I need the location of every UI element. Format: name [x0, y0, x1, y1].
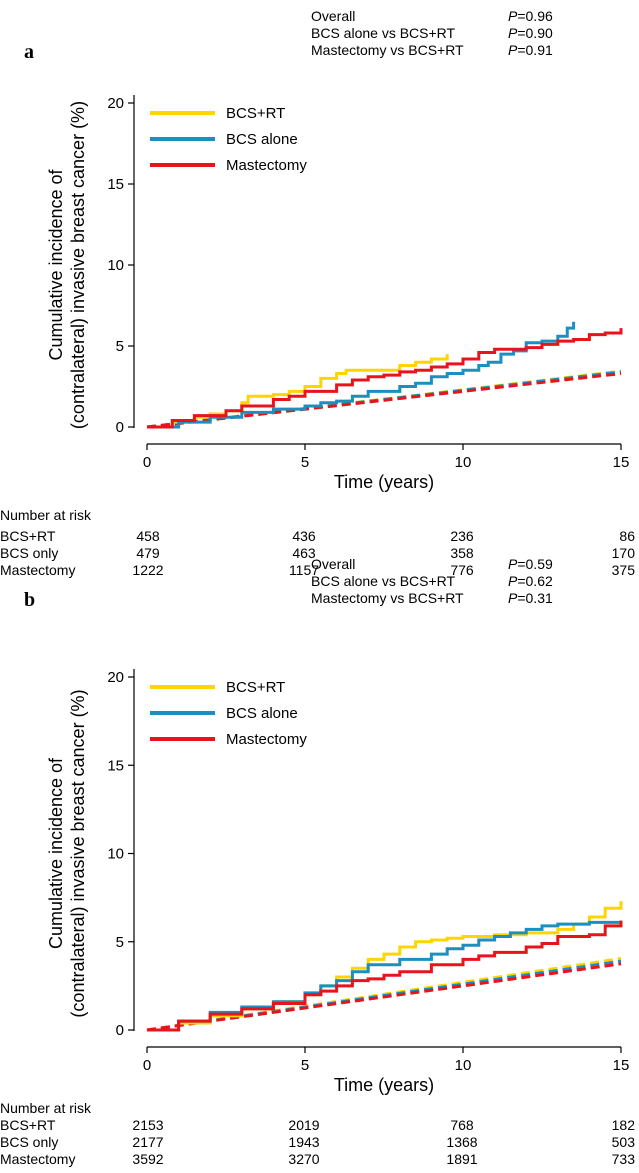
risk-value: 2153: [132, 1117, 163, 1133]
y-tick-label: 15: [107, 176, 124, 193]
x-axis-title: Time (years): [334, 1075, 434, 1095]
p-value-label: Overall: [311, 556, 355, 572]
risk-value: 458: [136, 528, 160, 544]
y-tick-label: 10: [107, 846, 124, 863]
p-number: =0.31: [517, 590, 553, 606]
x-tick-label: 0: [143, 454, 151, 471]
p-symbol: P: [508, 8, 518, 24]
risk-value: 236: [450, 528, 474, 544]
legend-label: Mastectomy: [226, 157, 307, 174]
p-number: =0.91: [517, 42, 553, 58]
risk-value: 1891: [446, 1151, 477, 1167]
risk-value: 1157: [289, 562, 319, 578]
y-tick-label: 20: [107, 95, 124, 112]
risk-value: 2177: [132, 1134, 163, 1150]
p-value: P=0.31: [508, 590, 553, 606]
y-axis-title: Cumulative incidence of: [46, 168, 66, 360]
p-number: =0.96: [517, 8, 553, 24]
risk-table-title: Number at risk: [0, 1100, 92, 1116]
risk-value: 3270: [288, 1151, 319, 1167]
y-tick-label: 0: [116, 419, 124, 436]
risk-value: 1222: [132, 562, 163, 578]
p-symbol: P: [508, 573, 518, 589]
risk-value: 375: [612, 562, 636, 578]
expected-line: [146, 372, 622, 429]
legend-label: BCS+RT: [226, 679, 285, 696]
x-tick-label: 0: [143, 1057, 151, 1074]
risk-value: 479: [136, 545, 160, 561]
p-value-label: Overall: [311, 8, 355, 24]
p-number: =0.59: [517, 556, 553, 572]
p-symbol: P: [508, 590, 518, 606]
p-value: P=0.96: [508, 8, 553, 24]
p-value-label: Mastectomy vs BCS+RT: [311, 590, 464, 606]
p-value-label: BCS alone vs BCS+RT: [311, 573, 456, 589]
p-value: P=0.91: [508, 42, 553, 58]
risk-value: 170: [612, 545, 636, 561]
series-line: [147, 321, 576, 429]
p-number: =0.62: [517, 573, 553, 589]
risk-row-label: BCS+RT: [0, 528, 56, 544]
p-value-label: Mastectomy vs BCS+RT: [311, 42, 464, 58]
risk-value: 733: [612, 1151, 636, 1167]
risk-row-label: Mastectomy: [0, 1151, 75, 1167]
legend-label: BCS alone: [226, 705, 298, 722]
p-number: =0.90: [517, 25, 553, 41]
risk-row-label: Mastectomy: [0, 562, 75, 578]
risk-row-label: BCS+RT: [0, 1117, 56, 1133]
risk-table-title: Number at risk: [0, 507, 92, 523]
p-symbol: P: [508, 25, 518, 41]
risk-value: 1368: [446, 1134, 477, 1150]
p-value: P=0.90: [508, 25, 553, 41]
x-tick-label: 10: [455, 454, 472, 471]
risk-value: 358: [450, 545, 474, 561]
y-tick-label: 0: [116, 1022, 124, 1039]
risk-value: 776: [450, 562, 474, 578]
p-value-label: BCS alone vs BCS+RT: [311, 25, 456, 41]
legend-label: BCS alone: [226, 131, 298, 148]
p-symbol: P: [508, 556, 518, 572]
y-tick-label: 20: [107, 669, 124, 686]
risk-value: 86: [619, 528, 635, 544]
x-tick-label: 15: [613, 454, 630, 471]
legend-label: Mastectomy: [226, 731, 307, 748]
risk-row-label: BCS only: [0, 545, 58, 561]
p-value: P=0.62: [508, 573, 553, 589]
risk-value: 182: [612, 1117, 636, 1133]
p-value: P=0.59: [508, 556, 553, 572]
risk-value: 463: [292, 545, 316, 561]
y-axis-title: Cumulative incidence of: [46, 757, 66, 949]
x-tick-label: 5: [301, 1057, 309, 1074]
y-axis-title: (contralateral) invasive breast cancer (…: [68, 101, 88, 429]
series-line: [147, 328, 623, 429]
series-line: [147, 354, 449, 429]
risk-value: 3592: [132, 1151, 163, 1167]
x-tick-label: 15: [613, 1057, 630, 1074]
risk-value: 436: [292, 528, 316, 544]
risk-value: 768: [450, 1117, 474, 1133]
panel-letter: b: [24, 589, 35, 611]
y-tick-label: 10: [107, 257, 124, 274]
x-tick-label: 10: [455, 1057, 472, 1074]
panel-letter: a: [24, 41, 34, 63]
series-line: [147, 920, 623, 1032]
risk-value: 1943: [288, 1134, 319, 1150]
legend-label: BCS+RT: [226, 105, 285, 122]
risk-value: 2019: [288, 1117, 319, 1133]
y-tick-label: 5: [116, 338, 124, 355]
y-tick-label: 15: [107, 757, 124, 774]
y-axis-title: (contralateral) invasive breast cancer (…: [68, 689, 88, 1017]
risk-row-label: BCS only: [0, 1134, 58, 1150]
x-tick-label: 5: [301, 454, 309, 471]
expected-line: [146, 962, 622, 1032]
x-axis-title: Time (years): [334, 472, 434, 492]
p-symbol: P: [508, 42, 518, 58]
y-tick-label: 5: [116, 934, 124, 951]
risk-value: 503: [612, 1134, 636, 1150]
